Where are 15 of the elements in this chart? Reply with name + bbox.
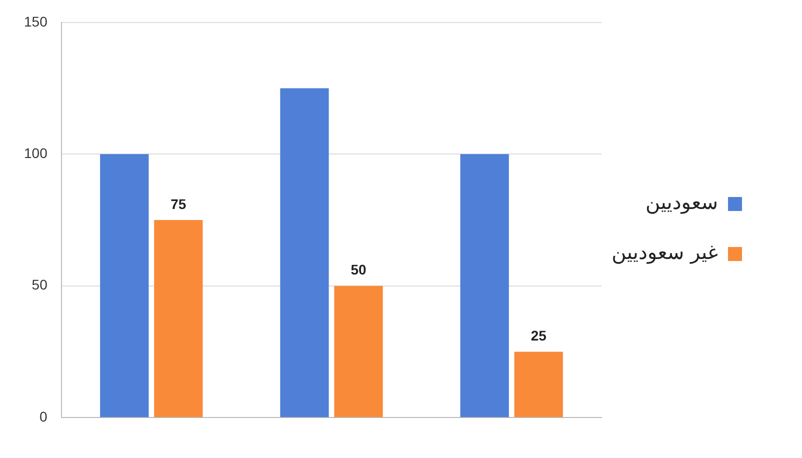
data-label: 75 <box>170 196 186 212</box>
bar <box>514 352 563 418</box>
bar <box>460 154 509 418</box>
y-tick-label: 0 <box>40 408 48 424</box>
bar <box>100 154 149 418</box>
bar <box>154 220 203 418</box>
y-tick-label: 50 <box>32 276 48 293</box>
data-label: 50 <box>350 262 367 278</box>
bar <box>334 286 383 418</box>
bar <box>280 88 329 418</box>
legend-label: غير سعوديين <box>612 240 718 264</box>
y-tick-label: 150 <box>24 13 48 30</box>
legend-label: سعوديين <box>646 190 718 214</box>
data-label: 25 <box>530 328 547 344</box>
y-tick-label: 100 <box>24 144 48 161</box>
